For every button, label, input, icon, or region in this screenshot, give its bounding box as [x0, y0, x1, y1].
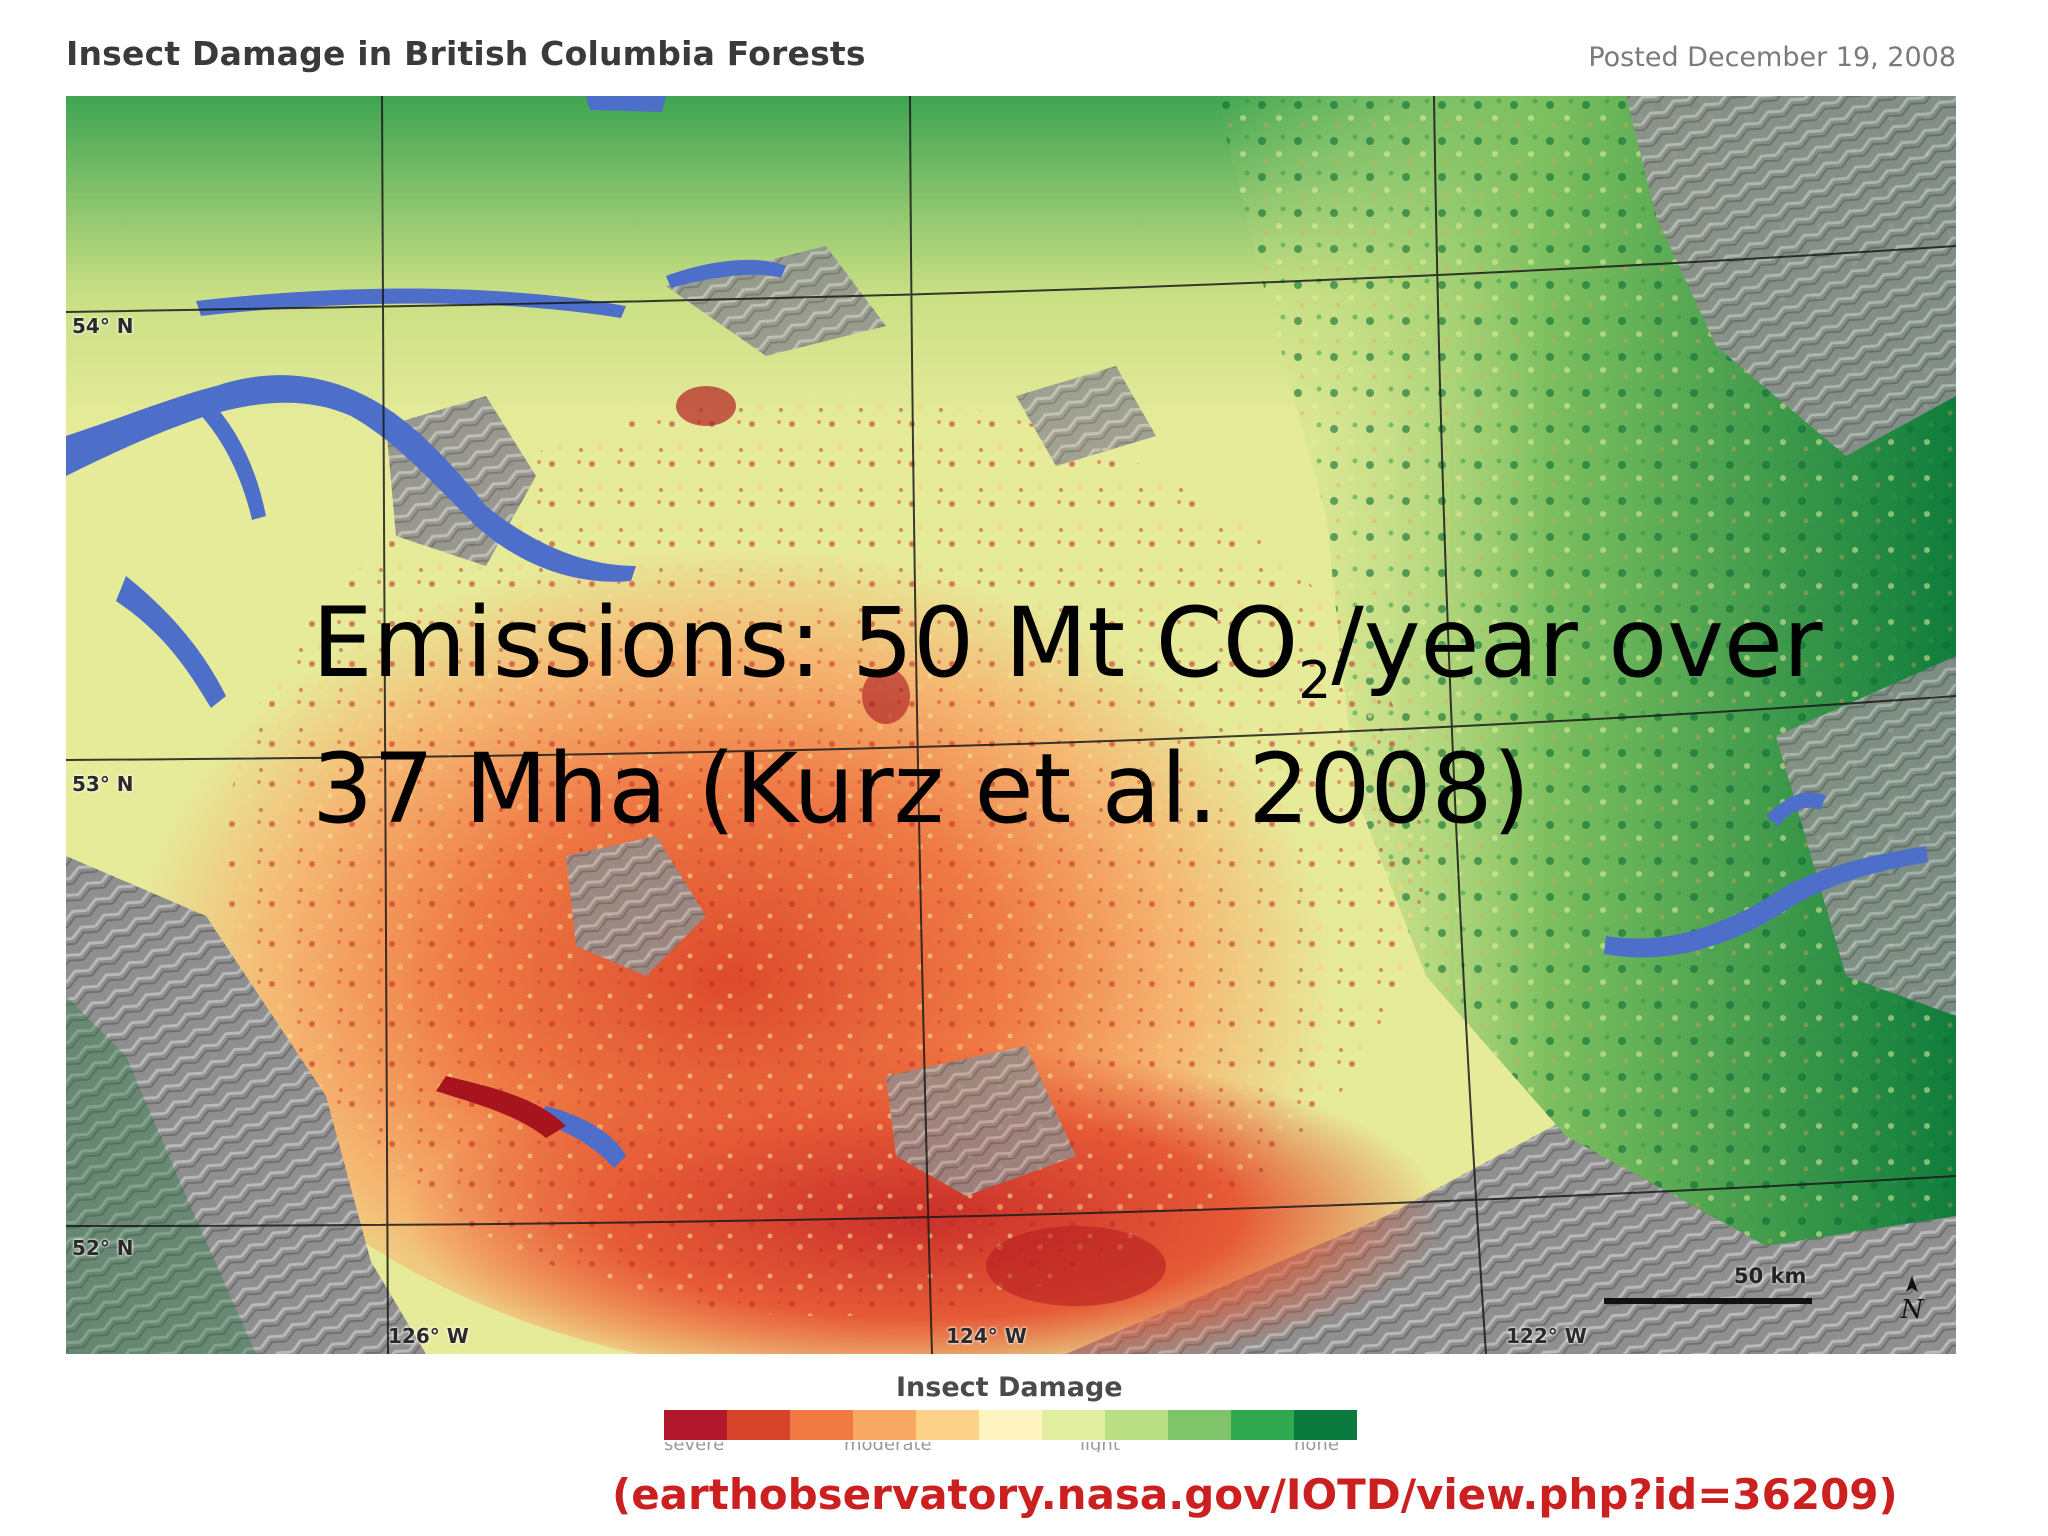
scale-bar-label: 50 km — [1734, 1264, 1807, 1288]
legend-tick-labels: severe moderate light none — [664, 1442, 1357, 1452]
co2-subscript: 2 — [1298, 651, 1332, 711]
emissions-line-1-suffix: /year over — [1331, 587, 1823, 699]
emissions-line-2: 37 Mha (Kurz et al. 2008) — [312, 733, 1531, 845]
legend-swatch-5 — [979, 1410, 1042, 1440]
emissions-overlay: Emissions: 50 Mt CO2/year over 37 Mha (K… — [312, 570, 2048, 862]
latitude-label-52n: 52° N — [72, 1236, 134, 1260]
legend-swatch-3 — [853, 1410, 916, 1440]
insect-damage-map: 54° N 53° N 52° N 126° W 124° W 122° W 5… — [66, 96, 1956, 1354]
longitude-label-126w: 126° W — [388, 1324, 469, 1348]
legend-swatch-2 — [790, 1410, 853, 1440]
legend-swatch-1 — [727, 1410, 790, 1440]
legend-swatch-4 — [916, 1410, 979, 1440]
latitude-label-54n: 54° N — [72, 314, 134, 338]
legend-title: Insect Damage — [896, 1372, 1123, 1403]
legend-tick-light: light — [1080, 1442, 1120, 1452]
map-title: Insect Damage in British Columbia Forest… — [66, 34, 866, 73]
legend-color-scale — [664, 1410, 1357, 1440]
legend-swatch-6 — [1042, 1410, 1105, 1440]
posted-date: Posted December 19, 2008 — [1588, 42, 1956, 73]
legend-swatch-0 — [664, 1410, 727, 1440]
north-arrow-icon: N — [1900, 1276, 1925, 1325]
scale-bar — [1604, 1298, 1812, 1304]
legend-tick-severe: severe — [664, 1442, 724, 1452]
map-image — [66, 96, 1956, 1354]
legend-swatch-7 — [1105, 1410, 1168, 1440]
longitude-label-122w: 122° W — [1506, 1324, 1587, 1348]
legend-swatch-10 — [1294, 1410, 1357, 1440]
source-citation: (earthobservatory.nasa.gov/IOTD/view.php… — [612, 1470, 1898, 1519]
emissions-line-1: Emissions: 50 Mt CO2/year over — [312, 570, 2048, 716]
emissions-line-1-prefix: Emissions: 50 Mt CO — [312, 587, 1299, 699]
legend-tick-none: none — [1294, 1442, 1339, 1452]
latitude-label-53n: 53° N — [72, 772, 134, 796]
legend-swatch-9 — [1231, 1410, 1294, 1440]
legend-swatch-8 — [1168, 1410, 1231, 1440]
legend-tick-moderate: moderate — [844, 1442, 932, 1452]
longitude-label-124w: 124° W — [946, 1324, 1027, 1348]
north-symbol: N — [1900, 1295, 1925, 1325]
